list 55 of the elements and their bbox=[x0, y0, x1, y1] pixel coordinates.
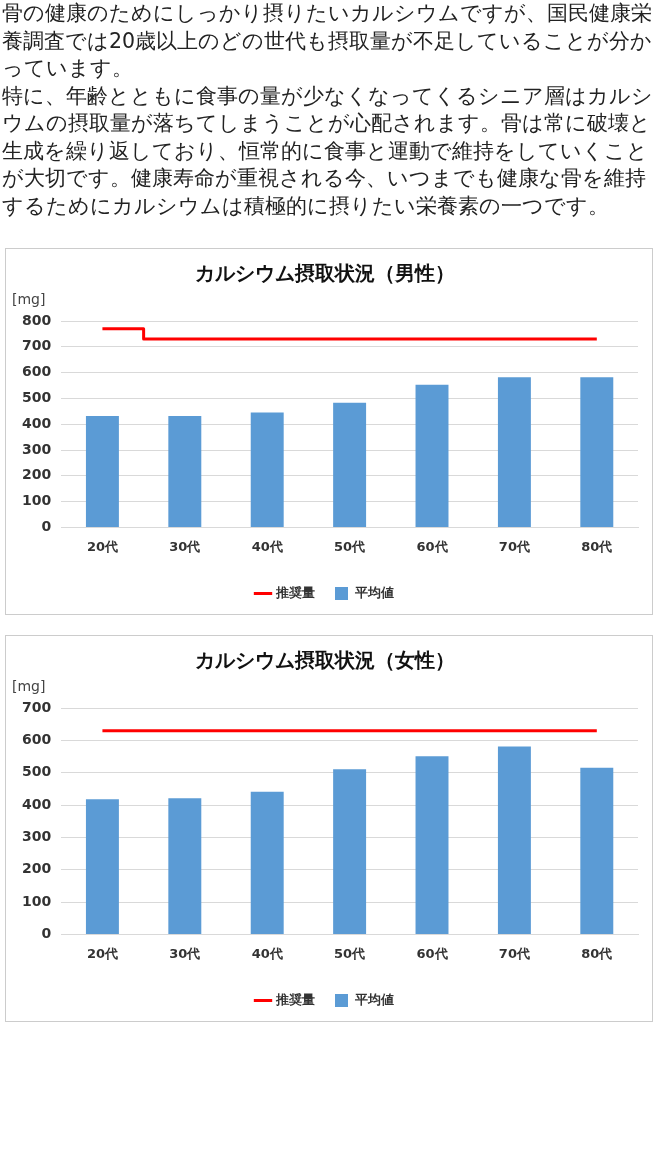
x-tick-label: 50代 bbox=[334, 538, 366, 554]
x-tick-label: 80代 bbox=[581, 538, 613, 554]
bar bbox=[168, 798, 202, 934]
bar bbox=[415, 384, 449, 527]
bar bbox=[580, 767, 614, 934]
y-tick-label: 300 bbox=[21, 440, 52, 457]
y-tick-label: 400 bbox=[21, 795, 52, 812]
bar bbox=[497, 377, 531, 527]
y-tick-label: 700 bbox=[21, 698, 52, 715]
text: 骨の健康のためにしっかり摂りたいカルシウムですが、国民健康栄養調査では20歳以上のどの世代も摂取量が不足していることが分かっています。 bbox=[1, 0, 654, 82]
y-axis-title: [mg] bbox=[12, 677, 46, 694]
y-tick-label: 500 bbox=[21, 389, 52, 406]
y-tick-label: 500 bbox=[21, 763, 52, 780]
y-tick-label: 100 bbox=[21, 892, 52, 909]
x-tick-label: 30代 bbox=[169, 945, 201, 961]
x-tick-label: 70代 bbox=[498, 945, 530, 961]
x-tick-label: 80代 bbox=[581, 945, 613, 961]
bar bbox=[415, 756, 449, 934]
bar bbox=[250, 412, 284, 527]
bar bbox=[333, 769, 367, 934]
y-tick-label: 800 bbox=[21, 311, 52, 328]
chart-title: カルシウム摂取状況（女性） bbox=[195, 648, 455, 673]
legend-label: 推奨量 bbox=[275, 991, 315, 1007]
bar bbox=[333, 402, 367, 527]
y-tick-label: 300 bbox=[21, 828, 52, 845]
bar bbox=[580, 377, 614, 527]
x-tick-label: 40代 bbox=[251, 538, 283, 554]
bar bbox=[497, 746, 531, 934]
x-tick-label: 50代 bbox=[334, 945, 366, 961]
legend-label: 平均値 bbox=[353, 584, 394, 600]
y-axis-title: [mg] bbox=[12, 290, 46, 307]
text: 特に、年齢とともに食事の量が少なくなってくるシニア層はカルシウムの摂取量が落ちてしまうことが心配されます。骨は常に破壊と生成を繰り返しており、恒常的に食事と運動で維持をしていくことが大切です。健康寿命が重視される今、いつまでも健康な骨を維持するためにカルシウムは積極的に摂りたい栄養素の一つです。 bbox=[1, 82, 654, 220]
legend-label: 推奨量 bbox=[275, 584, 315, 600]
x-tick-label: 30代 bbox=[169, 538, 201, 554]
y-tick-label: 0 bbox=[41, 925, 52, 942]
x-tick-label: 20代 bbox=[86, 538, 118, 554]
y-tick-label: 200 bbox=[21, 466, 52, 483]
x-tick-label: 60代 bbox=[416, 538, 448, 554]
bar bbox=[168, 415, 202, 527]
bar bbox=[85, 415, 119, 527]
y-tick-label: 100 bbox=[21, 492, 52, 509]
x-tick-label: 70代 bbox=[498, 538, 530, 554]
chart-title: カルシウム摂取状況（男性） bbox=[195, 261, 455, 286]
y-tick-label: 700 bbox=[21, 337, 52, 354]
y-tick-label: 600 bbox=[21, 363, 52, 380]
y-tick-label: 400 bbox=[21, 414, 52, 431]
legend-label: 平均値 bbox=[353, 991, 394, 1007]
bar bbox=[250, 791, 284, 934]
x-tick-label: 20代 bbox=[86, 945, 118, 961]
x-tick-label: 40代 bbox=[251, 945, 283, 961]
y-tick-label: 600 bbox=[21, 730, 52, 747]
y-tick-label: 0 bbox=[41, 518, 52, 535]
y-tick-label: 200 bbox=[21, 860, 52, 877]
bar bbox=[85, 799, 119, 934]
x-tick-label: 60代 bbox=[416, 945, 448, 961]
